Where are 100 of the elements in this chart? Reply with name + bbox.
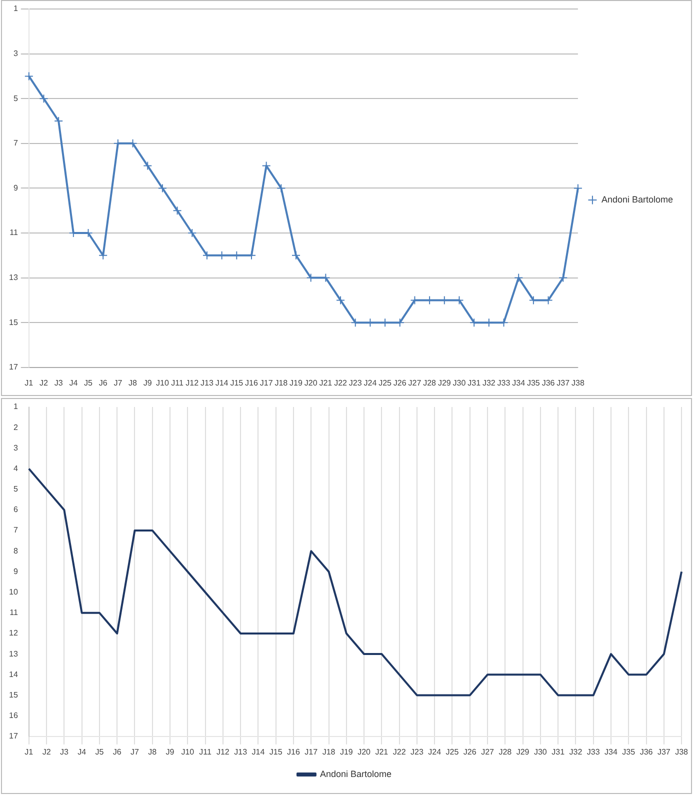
x-tick-label: J3 [60, 747, 69, 756]
x-tick-label: J8 [128, 378, 138, 388]
x-tick-label: J16 [287, 747, 300, 756]
x-tick-label: J6 [112, 747, 122, 756]
x-tick-label: J12 [186, 378, 200, 388]
y-tick-label: 5 [13, 484, 18, 494]
x-tick-label: J24 [428, 747, 442, 756]
x-tick-label: J25 [446, 747, 460, 756]
x-tick-label: J9 [143, 378, 152, 388]
x-tick-label: J21 [319, 378, 333, 388]
x-tick-label: J35 [526, 378, 540, 388]
x-tick-label: J14 [215, 378, 229, 388]
x-tick-label: J29 [438, 378, 452, 388]
x-tick-label: J37 [556, 378, 570, 388]
x-tick-label: J26 [393, 378, 407, 388]
y-tick-label: 17 [8, 732, 18, 741]
y-tick-label: 2 [13, 422, 18, 432]
x-tick-label: J1 [24, 378, 34, 388]
y-tick-label: 17 [8, 362, 18, 372]
x-tick-label: J17 [260, 378, 274, 388]
y-tick-label: 10 [8, 587, 18, 596]
x-tick-label: J6 [98, 378, 108, 388]
y-tick-label: 12 [8, 628, 18, 638]
legend-label: Andoni Bartolome [320, 768, 392, 779]
x-tick-label: J31 [468, 378, 482, 388]
x-tick-label: J14 [252, 747, 266, 756]
x-tick-label: J28 [423, 378, 437, 388]
x-tick-label: J25 [378, 378, 392, 388]
y-tick-label: 14 [8, 670, 18, 679]
x-tick-label: J33 [586, 747, 600, 756]
x-tick-label: J8 [148, 747, 158, 756]
y-tick-label: 1 [13, 402, 18, 412]
x-tick-label: J15 [269, 747, 283, 756]
x-tick-label: J32 [482, 378, 496, 388]
x-tick-label: J2 [40, 378, 49, 388]
x-tick-label: J27 [481, 747, 495, 756]
y-tick-label: 7 [13, 526, 18, 535]
y-tick-label: 3 [13, 443, 18, 452]
x-tick-label: J37 [657, 747, 671, 756]
x-tick-label: J19 [290, 378, 304, 388]
y-tick-label: 8 [13, 546, 18, 556]
y-tick-label: 16 [8, 711, 18, 720]
x-tick-label: J12 [216, 747, 230, 756]
y-tick-label: 9 [13, 566, 18, 576]
x-tick-label: J23 [348, 378, 362, 388]
x-tick-label: J34 [512, 378, 526, 388]
x-tick-label: J10 [156, 378, 170, 388]
x-tick-label: J21 [375, 747, 389, 756]
y-tick-label: 7 [13, 138, 18, 148]
y-tick-label: 3 [13, 49, 18, 58]
y-tick-label: 6 [13, 505, 18, 514]
x-tick-label: J26 [463, 747, 477, 756]
x-tick-label: J34 [604, 747, 618, 756]
x-tick-label: J13 [234, 747, 248, 756]
x-tick-label: J20 [304, 378, 318, 388]
x-tick-label: J9 [166, 747, 175, 756]
y-tick-label: 4 [13, 464, 18, 473]
x-tick-label: J3 [54, 378, 64, 388]
x-tick-label: J30 [452, 378, 466, 388]
y-tick-label: 11 [10, 608, 18, 618]
y-tick-label: 11 [10, 228, 18, 238]
x-tick-label: J19 [340, 747, 354, 756]
x-tick-label: J4 [78, 747, 87, 756]
x-tick-label: J18 [274, 378, 288, 388]
x-tick-label: J38 [572, 378, 585, 388]
x-tick-label: J16 [245, 378, 258, 388]
x-tick-label: J29 [516, 747, 530, 756]
x-tick-label: J22 [334, 378, 348, 388]
x-tick-label: J31 [552, 747, 566, 756]
x-tick-label: J32 [569, 747, 583, 756]
x-tick-label: J17 [304, 747, 318, 756]
y-tick-label: 9 [13, 183, 18, 192]
y-tick-label: 15 [8, 690, 18, 700]
x-tick-label: J10 [181, 747, 195, 756]
x-tick-label: J2 [42, 747, 52, 756]
x-tick-label: J7 [130, 747, 140, 756]
x-tick-label: J24 [364, 378, 378, 388]
x-tick-label: J13 [200, 378, 214, 388]
y-tick-label: 5 [13, 94, 18, 103]
x-tick-label: J5 [84, 378, 94, 388]
y-tick-label: 13 [8, 649, 18, 658]
y-tick-label: 15 [8, 318, 18, 327]
x-tick-label: J28 [498, 747, 512, 756]
y-tick-label: 1 [13, 4, 18, 14]
x-tick-label: J1 [24, 747, 34, 756]
x-tick-label: J5 [95, 747, 104, 756]
x-tick-label: J27 [408, 378, 422, 388]
x-tick-label: J18 [322, 747, 336, 756]
x-tick-label: J38 [675, 747, 689, 756]
x-tick-label: J11 [171, 378, 184, 388]
legend-label: Andoni Bartolome [601, 194, 674, 204]
x-tick-label: J35 [622, 747, 636, 756]
x-tick-label: J33 [497, 378, 511, 388]
x-tick-label: J22 [392, 747, 406, 756]
y-tick-label: 13 [8, 273, 18, 282]
x-tick-label: J4 [69, 378, 78, 388]
x-tick-label: J11 [199, 747, 212, 756]
x-tick-label: J15 [230, 378, 244, 388]
x-tick-label: J36 [542, 378, 556, 388]
x-tick-label: J23 [410, 747, 424, 756]
